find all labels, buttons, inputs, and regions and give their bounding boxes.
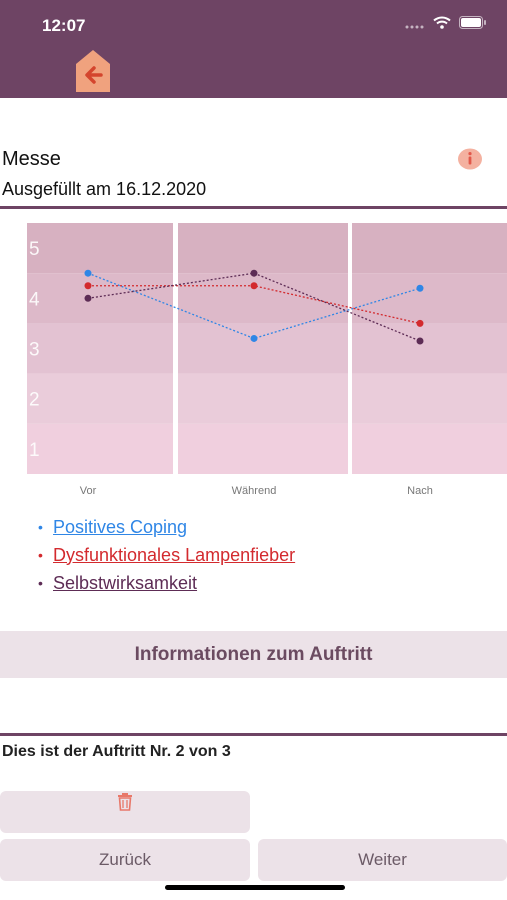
y-tick-label: 5	[29, 239, 40, 260]
legend-label[interactable]: Dysfunktionales Lampenfieber	[53, 544, 296, 565]
legend-item-selbstwirksamkeit[interactable]: • Selbstwirksamkeit	[38, 569, 295, 597]
performance-count: Dies ist der Auftritt Nr. 2 von 3	[2, 743, 231, 760]
chart-band	[352, 373, 507, 424]
chart-band	[178, 223, 348, 274]
arrow-left-icon	[76, 50, 110, 92]
chart-band	[27, 423, 173, 474]
data-point	[250, 269, 258, 277]
chart-band	[27, 373, 173, 424]
x-tick-label: Während	[232, 485, 277, 497]
chart-band	[178, 323, 348, 374]
filled-date: Ausgefüllt am 16.12.2020	[2, 179, 207, 199]
chart-band	[27, 273, 173, 324]
trash-icon	[118, 793, 132, 811]
info-section-header[interactable]: Informationen zum Auftritt	[0, 631, 507, 678]
data-point	[250, 282, 258, 290]
wifi-icon	[433, 16, 451, 34]
data-point	[84, 269, 92, 277]
chart-band	[27, 323, 173, 374]
legend-bullet: •	[38, 547, 43, 563]
chart-band	[352, 223, 507, 274]
page-title: Messe	[2, 148, 61, 170]
chart-band	[352, 273, 507, 324]
x-tick-label: Vor	[80, 485, 97, 497]
next-button[interactable]: Weiter	[258, 839, 507, 881]
data-point	[84, 294, 92, 302]
status-time: 12:07	[42, 16, 86, 35]
y-tick-label: 1	[29, 440, 40, 461]
data-point	[416, 337, 424, 345]
status-bar: 12:07	[0, 0, 507, 44]
chart-band	[27, 223, 173, 274]
back-button[interactable]	[76, 50, 110, 92]
data-point	[416, 284, 424, 292]
back-nav-button[interactable]: Zurück	[0, 839, 250, 881]
status-icons	[405, 16, 487, 34]
data-point	[250, 334, 258, 342]
y-tick-label: 3	[29, 340, 40, 361]
legend-label[interactable]: Positives Coping	[53, 516, 188, 537]
legend-bullet: •	[38, 519, 43, 535]
delete-button[interactable]	[0, 791, 250, 833]
y-tick-label: 4	[29, 289, 40, 310]
signal-icon	[405, 16, 425, 34]
chart-band	[352, 423, 507, 474]
legend-item-lampenfieber[interactable]: • Dysfunktionales Lampenfieber	[38, 541, 295, 569]
data-point	[84, 282, 92, 290]
info-icon[interactable]	[458, 148, 482, 170]
divider	[0, 206, 507, 209]
legend-bullet: •	[38, 575, 43, 591]
series-line	[87, 272, 421, 340]
data-point	[416, 319, 424, 327]
home-indicator	[165, 885, 345, 890]
chart-band	[178, 373, 348, 424]
chart-band	[178, 423, 348, 474]
line-chart: 1 2 3 4 5 Vor Während Nach	[27, 223, 507, 497]
legend: • Positives Coping • Dysfunktionales Lam…	[38, 513, 295, 597]
legend-label[interactable]: Selbstwirksamkeit	[53, 572, 198, 593]
divider	[0, 733, 507, 736]
chart-band	[352, 323, 507, 374]
battery-icon	[459, 16, 487, 34]
legend-item-positives-coping[interactable]: • Positives Coping	[38, 513, 295, 541]
x-tick-label: Nach	[407, 485, 433, 497]
chart: 1 2 3 4 5 Vor Während Nach	[0, 210, 507, 515]
y-tick-label: 2	[29, 390, 40, 411]
chart-band	[178, 273, 348, 324]
